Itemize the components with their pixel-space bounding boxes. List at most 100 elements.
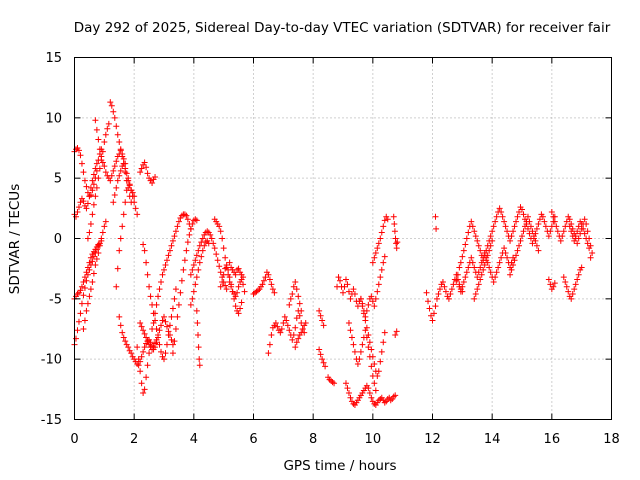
data-point (516, 242, 523, 249)
axis-ticks (74, 57, 612, 420)
data-point (138, 380, 145, 387)
x-tick-labels: 0 2 4 6 8 10 12 14 16 18 (70, 432, 619, 447)
data-point (86, 229, 93, 236)
series-trace-b (71, 146, 105, 220)
data-point (99, 229, 106, 236)
data-point (390, 393, 397, 400)
data-point (551, 218, 558, 225)
data-point (468, 218, 475, 225)
data-point (217, 283, 224, 290)
data-point (86, 193, 93, 200)
x-tick-label: 0 (70, 432, 78, 447)
x-tick-label: 6 (249, 432, 257, 447)
data-point (474, 286, 481, 293)
data-point (471, 228, 478, 235)
series-trace-r (187, 228, 230, 293)
data-point (589, 249, 596, 256)
data-point (110, 167, 117, 174)
data-point (202, 239, 209, 246)
x-tick-label: 16 (544, 432, 561, 447)
data-point (75, 147, 82, 154)
data-point (113, 158, 120, 165)
data-point (362, 317, 369, 324)
data-point (266, 276, 273, 283)
data-point (177, 289, 184, 296)
data-point (463, 269, 470, 276)
data-point (459, 283, 466, 290)
data-point (436, 286, 443, 293)
data-point (587, 254, 594, 261)
data-point (510, 262, 517, 269)
data-point (259, 281, 266, 288)
data-point (125, 344, 132, 351)
data-point (192, 281, 199, 288)
data-point (125, 175, 132, 182)
data-point (501, 245, 508, 252)
data-point (542, 223, 549, 230)
data-point (98, 235, 105, 242)
data-point (511, 223, 518, 230)
data-point (329, 379, 336, 386)
data-point (545, 233, 552, 240)
data-point (441, 283, 448, 290)
data-point (83, 183, 90, 190)
data-point (192, 257, 199, 264)
data-point (571, 286, 578, 293)
data-point (368, 293, 375, 300)
data-point (390, 213, 397, 220)
data-point (533, 242, 540, 249)
data-point (524, 213, 531, 220)
data-point (168, 336, 175, 343)
data-point (107, 177, 114, 184)
data-point (220, 245, 227, 252)
series-trace-ah (357, 295, 388, 380)
data-point (521, 223, 528, 230)
data-point (554, 228, 561, 235)
data-point (289, 336, 296, 343)
data-point (292, 278, 299, 285)
data-point (111, 114, 118, 121)
data-point (83, 205, 90, 212)
data-point (163, 257, 170, 264)
data-point (320, 322, 327, 329)
data-point (527, 223, 534, 230)
data-point (175, 218, 182, 225)
data-point (292, 324, 299, 331)
data-point (369, 353, 376, 360)
data-point (165, 332, 172, 339)
data-point (87, 254, 94, 261)
data-point (119, 223, 126, 230)
data-point (172, 326, 179, 332)
data-point (113, 123, 120, 130)
data-point (486, 264, 493, 271)
data-point (502, 249, 509, 256)
y-tick-label: 5 (54, 172, 62, 187)
data-point (172, 228, 179, 235)
data-point (140, 348, 147, 355)
data-point (204, 228, 211, 235)
data-point (391, 228, 398, 235)
data-point (381, 399, 388, 406)
data-point (153, 301, 160, 308)
data-point (158, 348, 165, 355)
data-point (166, 322, 173, 329)
data-point (496, 205, 503, 212)
data-point (365, 332, 372, 339)
data-point (101, 138, 108, 145)
data-point (162, 318, 169, 325)
data-point (95, 249, 102, 256)
data-point (456, 264, 463, 271)
data-point (393, 328, 400, 335)
data-point (265, 271, 272, 278)
y-tick-label: -10 (41, 353, 62, 368)
data-point (526, 218, 533, 225)
data-point (469, 223, 476, 230)
series-trace-ai (369, 213, 391, 266)
data-point (371, 380, 378, 387)
data-point (286, 301, 293, 308)
data-point (93, 256, 100, 263)
data-point (80, 198, 87, 205)
data-point (141, 159, 148, 166)
data-point (433, 295, 440, 302)
